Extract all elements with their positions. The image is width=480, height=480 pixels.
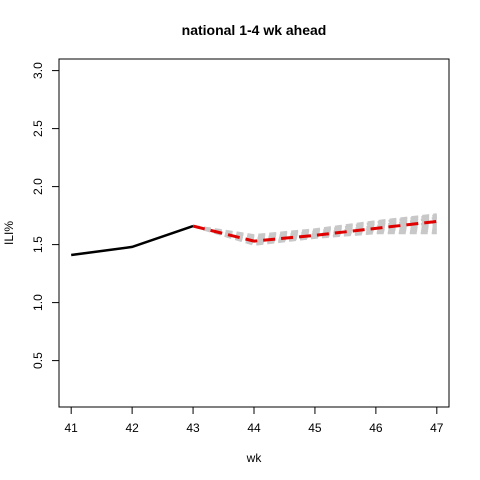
observed-line	[71, 224, 194, 257]
x-tick-label: 46	[369, 421, 383, 435]
y-axis-label: ILI%	[2, 221, 16, 245]
y-tick-label: 1.0	[31, 294, 45, 311]
y-tick-label: 3.0	[31, 62, 45, 79]
x-tick-label: 44	[247, 421, 261, 435]
x-tick-label: 43	[186, 421, 200, 435]
plot-frame	[58, 58, 450, 408]
axes-layer: 41 42 43 44 45 46 47 0.5 1.0 1.5 2.0 2.5 3.0	[31, 62, 444, 435]
y-tick-label: 1.5	[31, 236, 45, 253]
series-layer	[71, 219, 437, 257]
forecast-mean-line	[192, 219, 437, 243]
x-axis-label: wk	[246, 451, 263, 465]
y-tick-label: 2.0	[31, 178, 45, 195]
x-tick-label: 47	[430, 421, 444, 435]
chart-title: national 1-4 wk ahead	[182, 22, 327, 38]
x-tick-label: 45	[308, 421, 322, 435]
ensemble-layer	[192, 213, 437, 246]
ensemble-member-line	[192, 221, 437, 244]
x-tick-label: 42	[125, 421, 139, 435]
ensemble-member-line	[192, 213, 437, 237]
x-tick-label: 41	[65, 421, 79, 435]
y-tick-label: 2.5	[31, 120, 45, 137]
ensemble-member-line	[192, 214, 437, 241]
y-tick-label: 0.5	[31, 352, 45, 369]
